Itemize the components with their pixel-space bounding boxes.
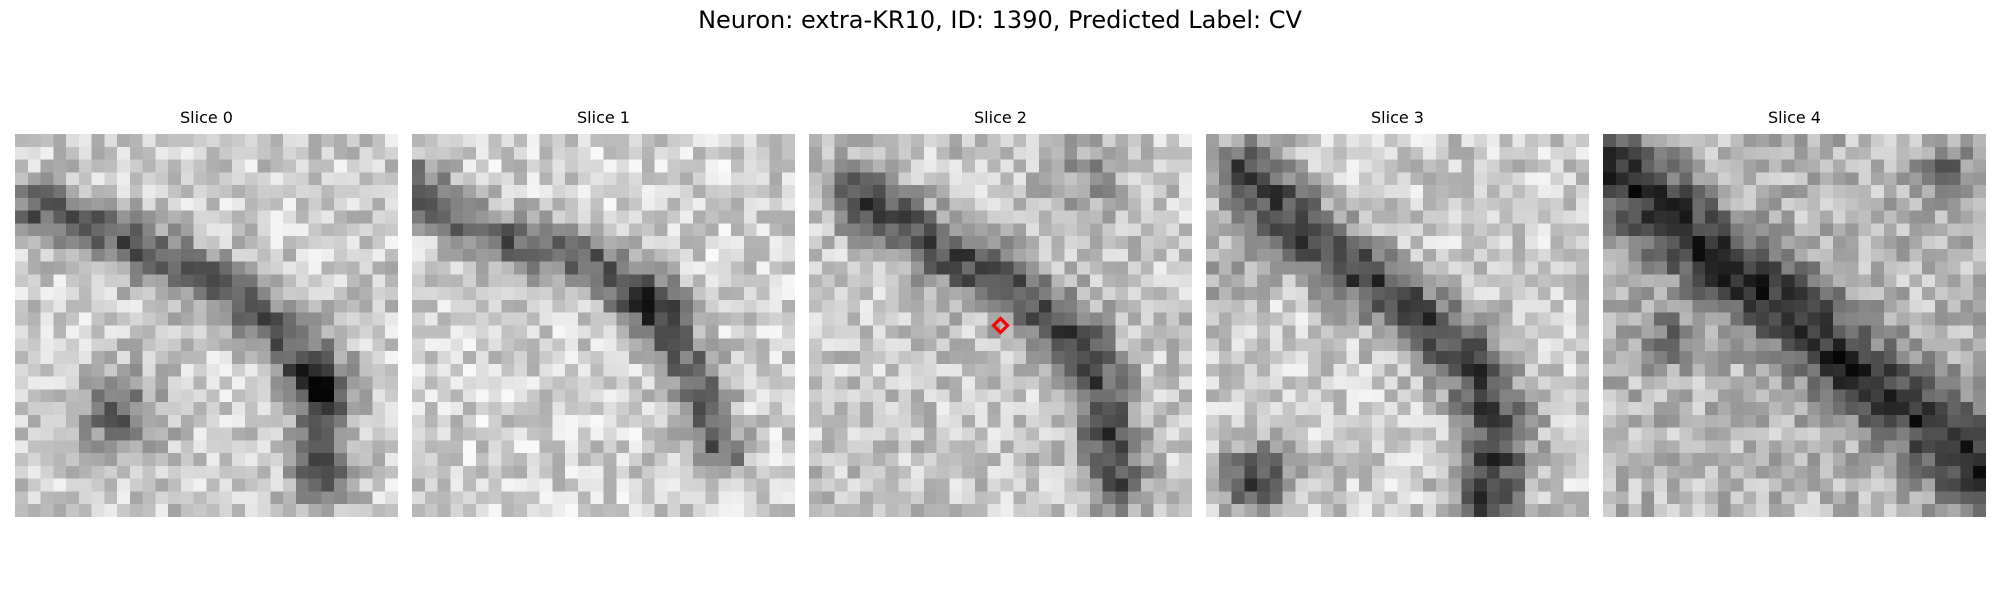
slice-title: Slice 0 [180, 108, 233, 127]
slice-title: Slice 2 [974, 108, 1027, 127]
slice-image [809, 134, 1192, 517]
slice-image [15, 134, 398, 517]
figure-title: Neuron: extra-KR10, ID: 1390, Predicted … [698, 6, 1302, 34]
slice-panel-3: Slice 3 [1206, 108, 1589, 518]
slice-panel-2: Slice 2 [809, 108, 1192, 518]
slice-title: Slice 3 [1371, 108, 1424, 127]
slice-image [412, 134, 795, 517]
slice-panel-0: Slice 0 [15, 108, 398, 518]
slice-panel-4: Slice 4 [1603, 108, 1986, 518]
slice-title: Slice 4 [1768, 108, 1821, 127]
location-marker [991, 316, 1010, 335]
slice-panel-1: Slice 1 [412, 108, 795, 518]
slice-image [1206, 134, 1589, 517]
slice-title: Slice 1 [577, 108, 630, 127]
slice-image [1603, 134, 1986, 517]
